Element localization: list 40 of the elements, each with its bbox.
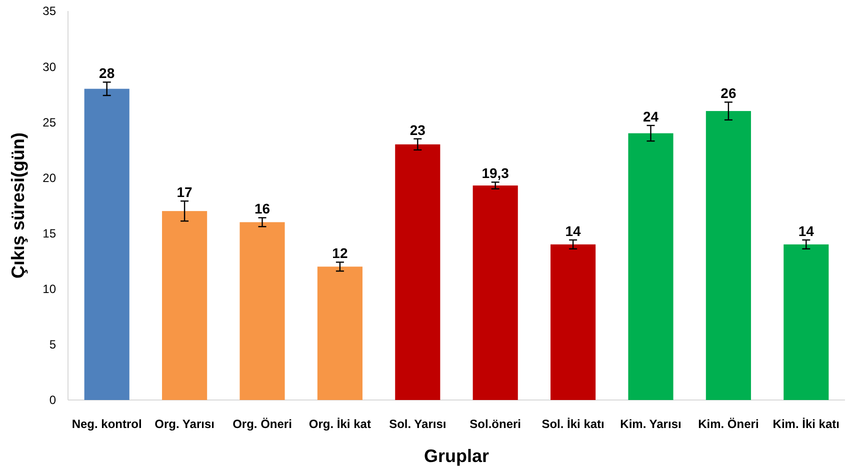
bar [162,211,208,400]
bar [706,111,751,400]
y-tick-label: 25 [42,115,56,130]
y-tick-label: 10 [42,282,56,296]
x-tick-label: Sol. İki katı [542,417,604,431]
data-label: 14 [798,222,814,239]
x-tick-label: Kim. Öneri [698,417,759,431]
x-tick-label: Sol. Yarısı [389,417,446,431]
data-label: 12 [332,245,348,262]
x-tick-label: Kim. İki katı [772,417,840,431]
data-label: 26 [720,85,736,102]
bar [784,244,829,400]
y-tick-label: 20 [42,170,56,185]
x-tick-label: Org. Yarısı [154,417,214,431]
data-label: 28 [99,65,115,82]
bar [317,266,362,400]
y-tick-label: 5 [49,338,56,352]
data-label: 14 [565,222,582,239]
x-tick-label: Kim. Yarısı [620,417,682,431]
data-label: 19,3 [482,165,510,182]
data-label: 16 [254,200,270,217]
data-label: 23 [410,122,426,138]
y-tick-label: 0 [49,393,56,408]
y-tick-label: 30 [42,60,56,74]
bar [84,88,130,400]
data-label: 24 [642,108,659,124]
x-tick-label: Sol.öneri [470,417,522,431]
y-tick-label: 35 [42,4,56,18]
y-tick-label: 15 [42,226,56,240]
y-axis-title: Çıkış süresi(gün) [8,132,28,279]
x-tick-label: Org. Öneri [232,417,292,431]
x-axis-title: Gruplar [424,446,490,466]
x-tick-label: Neg. kontrol [72,417,142,431]
data-label: 17 [176,184,193,200]
bar [628,133,674,400]
bar [472,185,518,400]
x-tick-label: Org. İki kat [308,417,371,431]
bar [395,144,440,400]
bar [550,244,596,400]
bar [240,222,285,400]
